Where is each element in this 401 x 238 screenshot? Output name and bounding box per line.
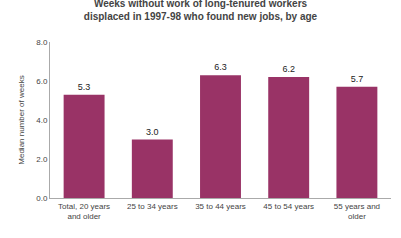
svg-text:45 to 54 years: 45 to 54 years [263, 202, 314, 211]
svg-text:2.0: 2.0 [36, 155, 48, 164]
svg-text:4.0: 4.0 [36, 116, 48, 125]
svg-text:Median number of weeks: Median number of weeks [17, 75, 26, 164]
svg-text:55 years andolder: 55 years andolder [334, 202, 380, 221]
svg-text:5.3: 5.3 [78, 82, 91, 92]
svg-text:8.0: 8.0 [36, 38, 48, 47]
svg-text:0.0: 0.0 [36, 194, 48, 203]
svg-text:6.3: 6.3 [214, 62, 227, 72]
svg-text:3.0: 3.0 [146, 127, 159, 137]
svg-text:35 to 44 years: 35 to 44 years [195, 202, 246, 211]
svg-text:Total, 20 yearsand older: Total, 20 yearsand older [58, 202, 110, 221]
svg-text:Weeks without work of long-ten: Weeks without work of long-tenured worke… [84, 0, 318, 22]
svg-text:6.0: 6.0 [36, 77, 48, 86]
svg-text:6.2: 6.2 [282, 64, 295, 74]
svg-text:25 to 34 years: 25 to 34 years [127, 202, 178, 211]
svg-text:5.7: 5.7 [351, 74, 364, 84]
